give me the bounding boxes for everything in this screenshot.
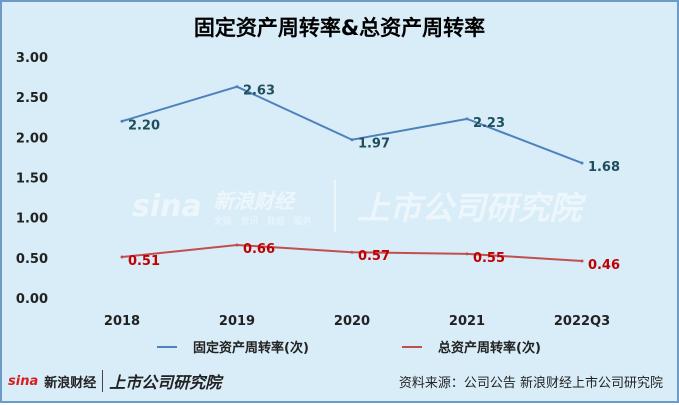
data-label: 1.68 — [588, 160, 620, 175]
data-point — [235, 243, 239, 247]
data-point — [580, 259, 584, 263]
x-tick-label: 2021 — [449, 314, 485, 329]
data-label: 0.46 — [588, 258, 620, 273]
x-tick-label: 2018 — [104, 314, 140, 329]
legend-label: 固定资产周转率(次) — [193, 340, 309, 356]
x-tick-label: 2020 — [334, 314, 370, 329]
data-point — [120, 255, 124, 259]
chart-title: 固定资产周转率&总资产周转率 — [193, 16, 486, 40]
data-point — [465, 117, 469, 121]
footer-divider — [102, 370, 104, 392]
footer-institute: 上市公司研究院 — [109, 373, 222, 392]
footer-brand-name: 新浪财经 — [44, 375, 97, 391]
x-tick-label: 2019 — [219, 314, 255, 329]
y-tick-label: 0.50 — [16, 252, 48, 267]
data-label: 2.63 — [243, 84, 275, 99]
data-point — [350, 138, 354, 142]
y-tick-label: 2.50 — [16, 91, 48, 106]
data-label: 2.20 — [128, 118, 160, 133]
y-tick-label: 2.00 — [16, 131, 48, 146]
x-tick-label: 2022Q3 — [554, 314, 610, 329]
series-line — [121, 85, 583, 164]
footer-brand: sina 新浪财经 上市公司研究院 — [8, 369, 221, 393]
data-label: 0.51 — [128, 254, 160, 269]
data-label: 0.66 — [243, 242, 275, 257]
footer-logo: sina — [8, 373, 39, 389]
data-label: 0.57 — [358, 249, 390, 264]
data-point — [465, 252, 469, 256]
data-label: 0.55 — [473, 251, 505, 266]
y-tick-label: 1.00 — [16, 212, 48, 227]
data-point — [350, 250, 354, 254]
data-label: 2.23 — [473, 116, 505, 131]
y-tick-label: 3.00 — [16, 51, 48, 66]
y-tick-label: 0.00 — [16, 292, 48, 307]
y-tick-label: 1.50 — [16, 172, 48, 187]
data-point — [235, 85, 239, 89]
legend-label: 总资产周转率(次) — [438, 340, 541, 356]
data-point — [120, 119, 124, 123]
data-point — [580, 161, 584, 165]
data-label: 1.97 — [358, 137, 390, 152]
source-note: 资料来源：公司公告 新浪财经上市公司研究院 — [398, 376, 663, 391]
